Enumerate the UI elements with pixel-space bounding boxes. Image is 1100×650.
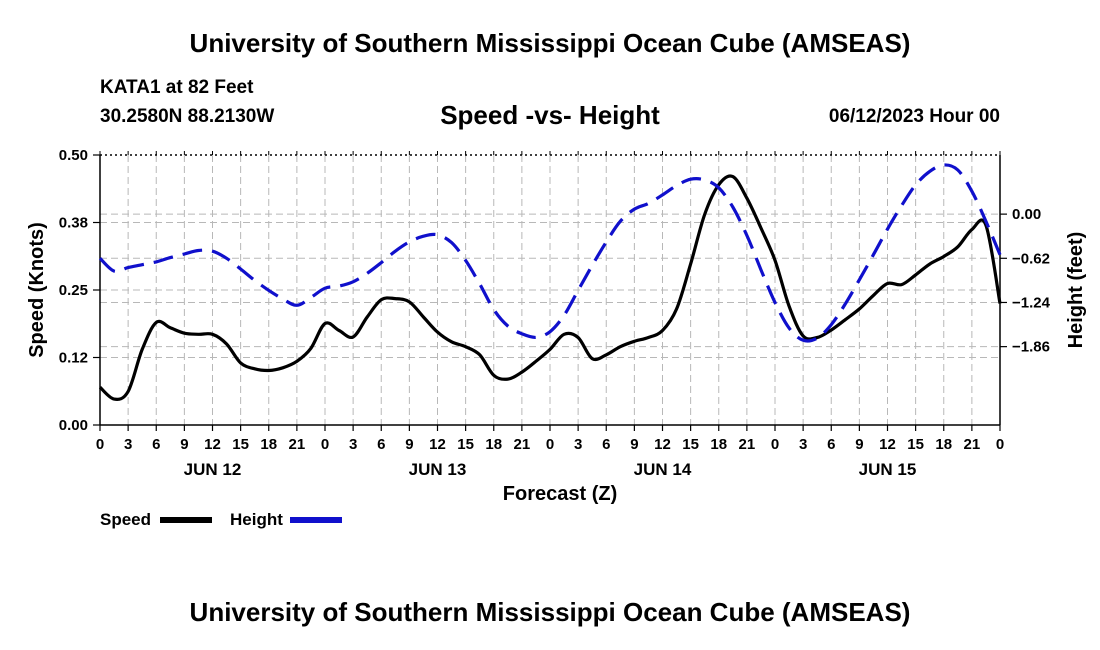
y-axis-right-label: Height (feet): [1065, 232, 1087, 349]
y-right-tick-label: −0.62: [1012, 250, 1050, 267]
x-tick-label: 12: [429, 436, 446, 453]
x-tick-label: 21: [289, 436, 306, 453]
y-left-tick-label: 0.25: [59, 282, 88, 299]
x-tick-label: 18: [485, 436, 502, 453]
x-tick-label: 6: [602, 436, 610, 453]
x-tick-label: 21: [514, 436, 531, 453]
axes: 0 3 6 9 12 15 18 21 0 3 6 9 12 15 18 21 0 3 6 9 12 15 18 21 0 3 6 9…: [59, 147, 1051, 479]
legend-height-label: Height: [230, 510, 283, 529]
x-tick-label: 21: [739, 436, 756, 453]
x-tick-label: 0: [546, 436, 554, 453]
y-right-tick-label: −1.86: [1012, 339, 1050, 356]
footer-title: University of Southern Mississippi Ocean…: [189, 597, 911, 627]
x-tick-label: 12: [879, 436, 896, 453]
x-tick-label: 15: [232, 436, 249, 453]
coordinates-label: 30.2580N 88.2130W: [100, 106, 275, 127]
x-day-label: JUN 15: [859, 460, 917, 479]
legend: Speed Height: [100, 510, 342, 529]
x-tick-label: 3: [799, 436, 807, 453]
x-tick-label: 15: [907, 436, 924, 453]
x-tick-label: 15: [457, 436, 474, 453]
main-title: University of Southern Mississippi Ocean…: [189, 28, 911, 58]
x-tick-label: 18: [935, 436, 952, 453]
x-tick-label: 12: [654, 436, 671, 453]
x-axis-label: Forecast (Z): [503, 483, 617, 505]
x-tick-label: 18: [260, 436, 277, 453]
x-day-label: JUN 13: [409, 460, 467, 479]
chart-title: Speed -vs- Height: [440, 100, 660, 130]
x-tick-label: 9: [405, 436, 413, 453]
legend-speed-label: Speed: [100, 510, 151, 529]
y-left-tick-label: 0.12: [59, 350, 88, 367]
y-left-tick-label: 0.50: [59, 147, 88, 164]
forecast-date-label: 06/12/2023 Hour 00: [828, 106, 1000, 127]
x-tick-label: 21: [964, 436, 981, 453]
grid: [100, 155, 1000, 425]
x-tick-label: 3: [124, 436, 132, 453]
x-tick-label: 12: [204, 436, 221, 453]
y-left-tick-label: 0.38: [59, 215, 88, 232]
x-tick-label: 3: [349, 436, 357, 453]
x-tick-label: 3: [574, 436, 582, 453]
x-day-label: JUN 14: [634, 460, 692, 479]
x-tick-label: 18: [710, 436, 727, 453]
x-tick-label: 9: [630, 436, 638, 453]
station-label: KATA1 at 82 Feet: [100, 77, 254, 98]
series-line-height: [98, 163, 1002, 343]
x-day-label: JUN 12: [184, 460, 242, 479]
x-tick-label: 0: [321, 436, 329, 453]
x-tick-label: 15: [682, 436, 699, 453]
series-layer: [98, 163, 1002, 401]
y-axis-left-label: Speed (Knots): [26, 222, 48, 358]
x-tick-label: 0: [96, 436, 104, 453]
series-line-speed: [98, 174, 1002, 401]
y-right-tick-label: 0.00: [1012, 206, 1041, 223]
x-tick-label: 6: [827, 436, 835, 453]
x-tick-label: 6: [377, 436, 385, 453]
x-tick-label: 0: [771, 436, 779, 453]
y-right-tick-label: −1.24: [1012, 294, 1051, 311]
x-tick-label: 6: [152, 436, 160, 453]
y-left-tick-label: 0.00: [59, 417, 88, 434]
x-tick-label: 9: [180, 436, 188, 453]
x-tick-label: 0: [996, 436, 1004, 453]
x-tick-label: 9: [855, 436, 863, 453]
